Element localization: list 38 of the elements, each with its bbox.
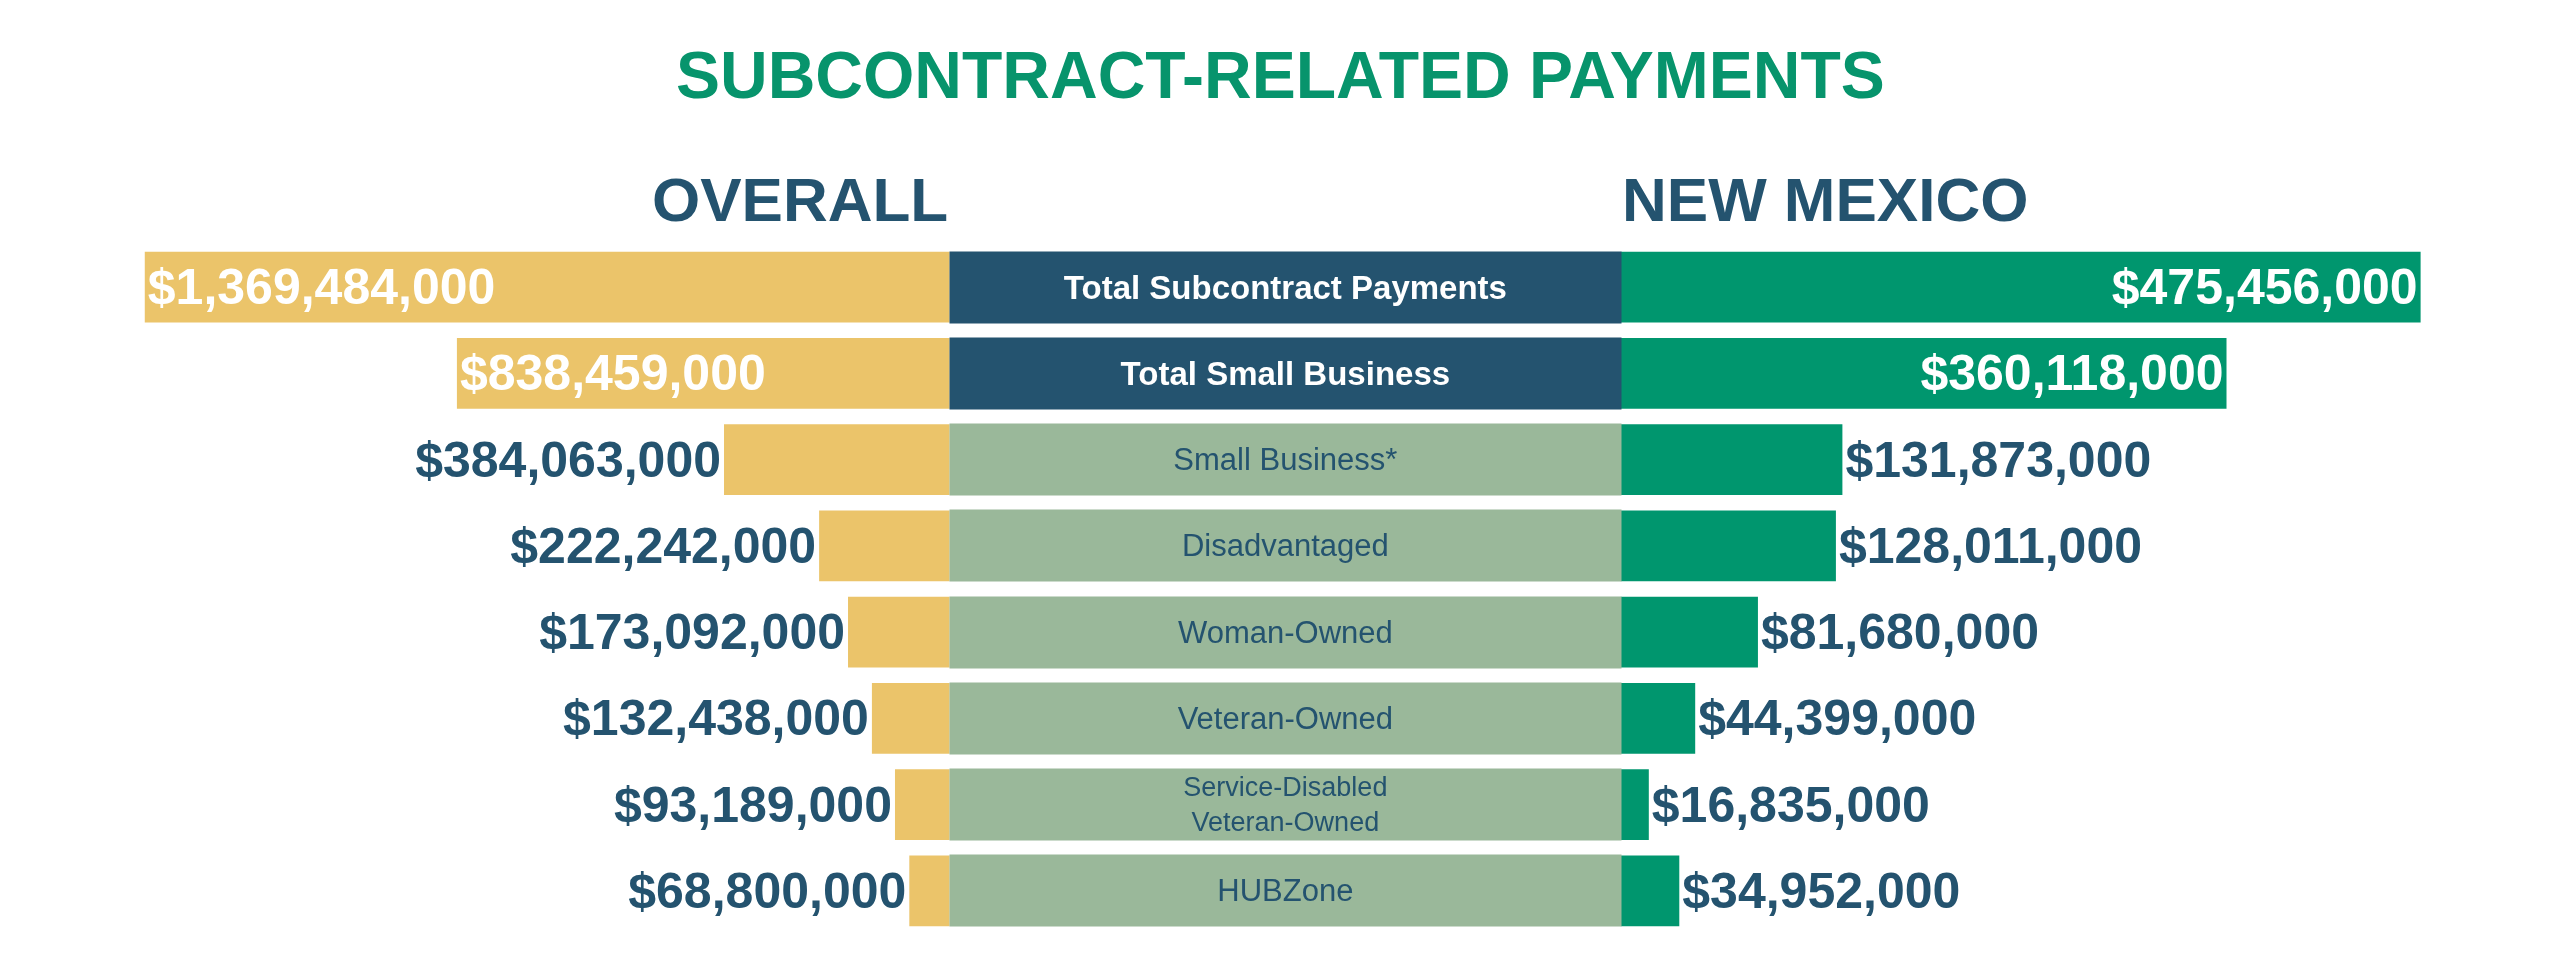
data-label: $34,952,000 <box>1682 862 1961 919</box>
bar <box>1620 424 1843 495</box>
data-label: $16,835,000 <box>1651 776 1930 833</box>
data-label: $222,242,000 <box>510 517 817 574</box>
data-label: $475,456,000 <box>2111 259 2418 316</box>
data-label: $81,680,000 <box>1760 604 2039 661</box>
y-tick-label: Small Business* <box>1173 441 1398 477</box>
bar <box>1620 596 1758 668</box>
bar <box>1620 855 1680 927</box>
y-tick-label: HUBZone <box>1217 872 1354 908</box>
bar <box>1620 683 1696 754</box>
data-label: $44,399,000 <box>1698 690 1977 747</box>
text: SUBCONTRACT-RELATED PAYMENTS <box>676 38 1885 112</box>
y-tick-label: Disadvantaged <box>1181 527 1389 563</box>
y-tick-label: Veteran-Owned <box>1177 700 1394 736</box>
data-label: $1,369,484,000 <box>147 259 496 316</box>
bar <box>894 769 950 841</box>
data-label: $360,118,000 <box>1920 345 2224 402</box>
chart-subtitle: NEW MEXICO <box>1622 165 2029 234</box>
data-label: $384,063,000 <box>415 431 722 488</box>
bar <box>1620 510 1836 582</box>
bar <box>1620 769 1649 841</box>
data-label: $838,459,000 <box>459 345 766 402</box>
bar <box>848 596 950 668</box>
data-label: $131,873,000 <box>1845 431 2152 488</box>
bar <box>819 510 950 582</box>
y-tick-label: Service-Disabled Veteran-Owned <box>1183 771 1388 837</box>
data-label: $68,800,000 <box>628 862 907 919</box>
y-tick-label: Total Subcontract Payments <box>1063 268 1507 306</box>
bar <box>871 683 950 754</box>
data-label: $128,011,000 <box>1838 517 2143 574</box>
data-label: $132,438,000 <box>563 690 869 747</box>
y-tick-label: Woman-Owned <box>1177 614 1393 650</box>
bar <box>909 855 950 927</box>
y-tick-label: Total Small Business <box>1120 354 1451 392</box>
data-label: $93,189,000 <box>613 776 892 833</box>
chart-subtitle: OVERALL <box>652 165 949 234</box>
data-label: $173,092,000 <box>539 604 846 661</box>
